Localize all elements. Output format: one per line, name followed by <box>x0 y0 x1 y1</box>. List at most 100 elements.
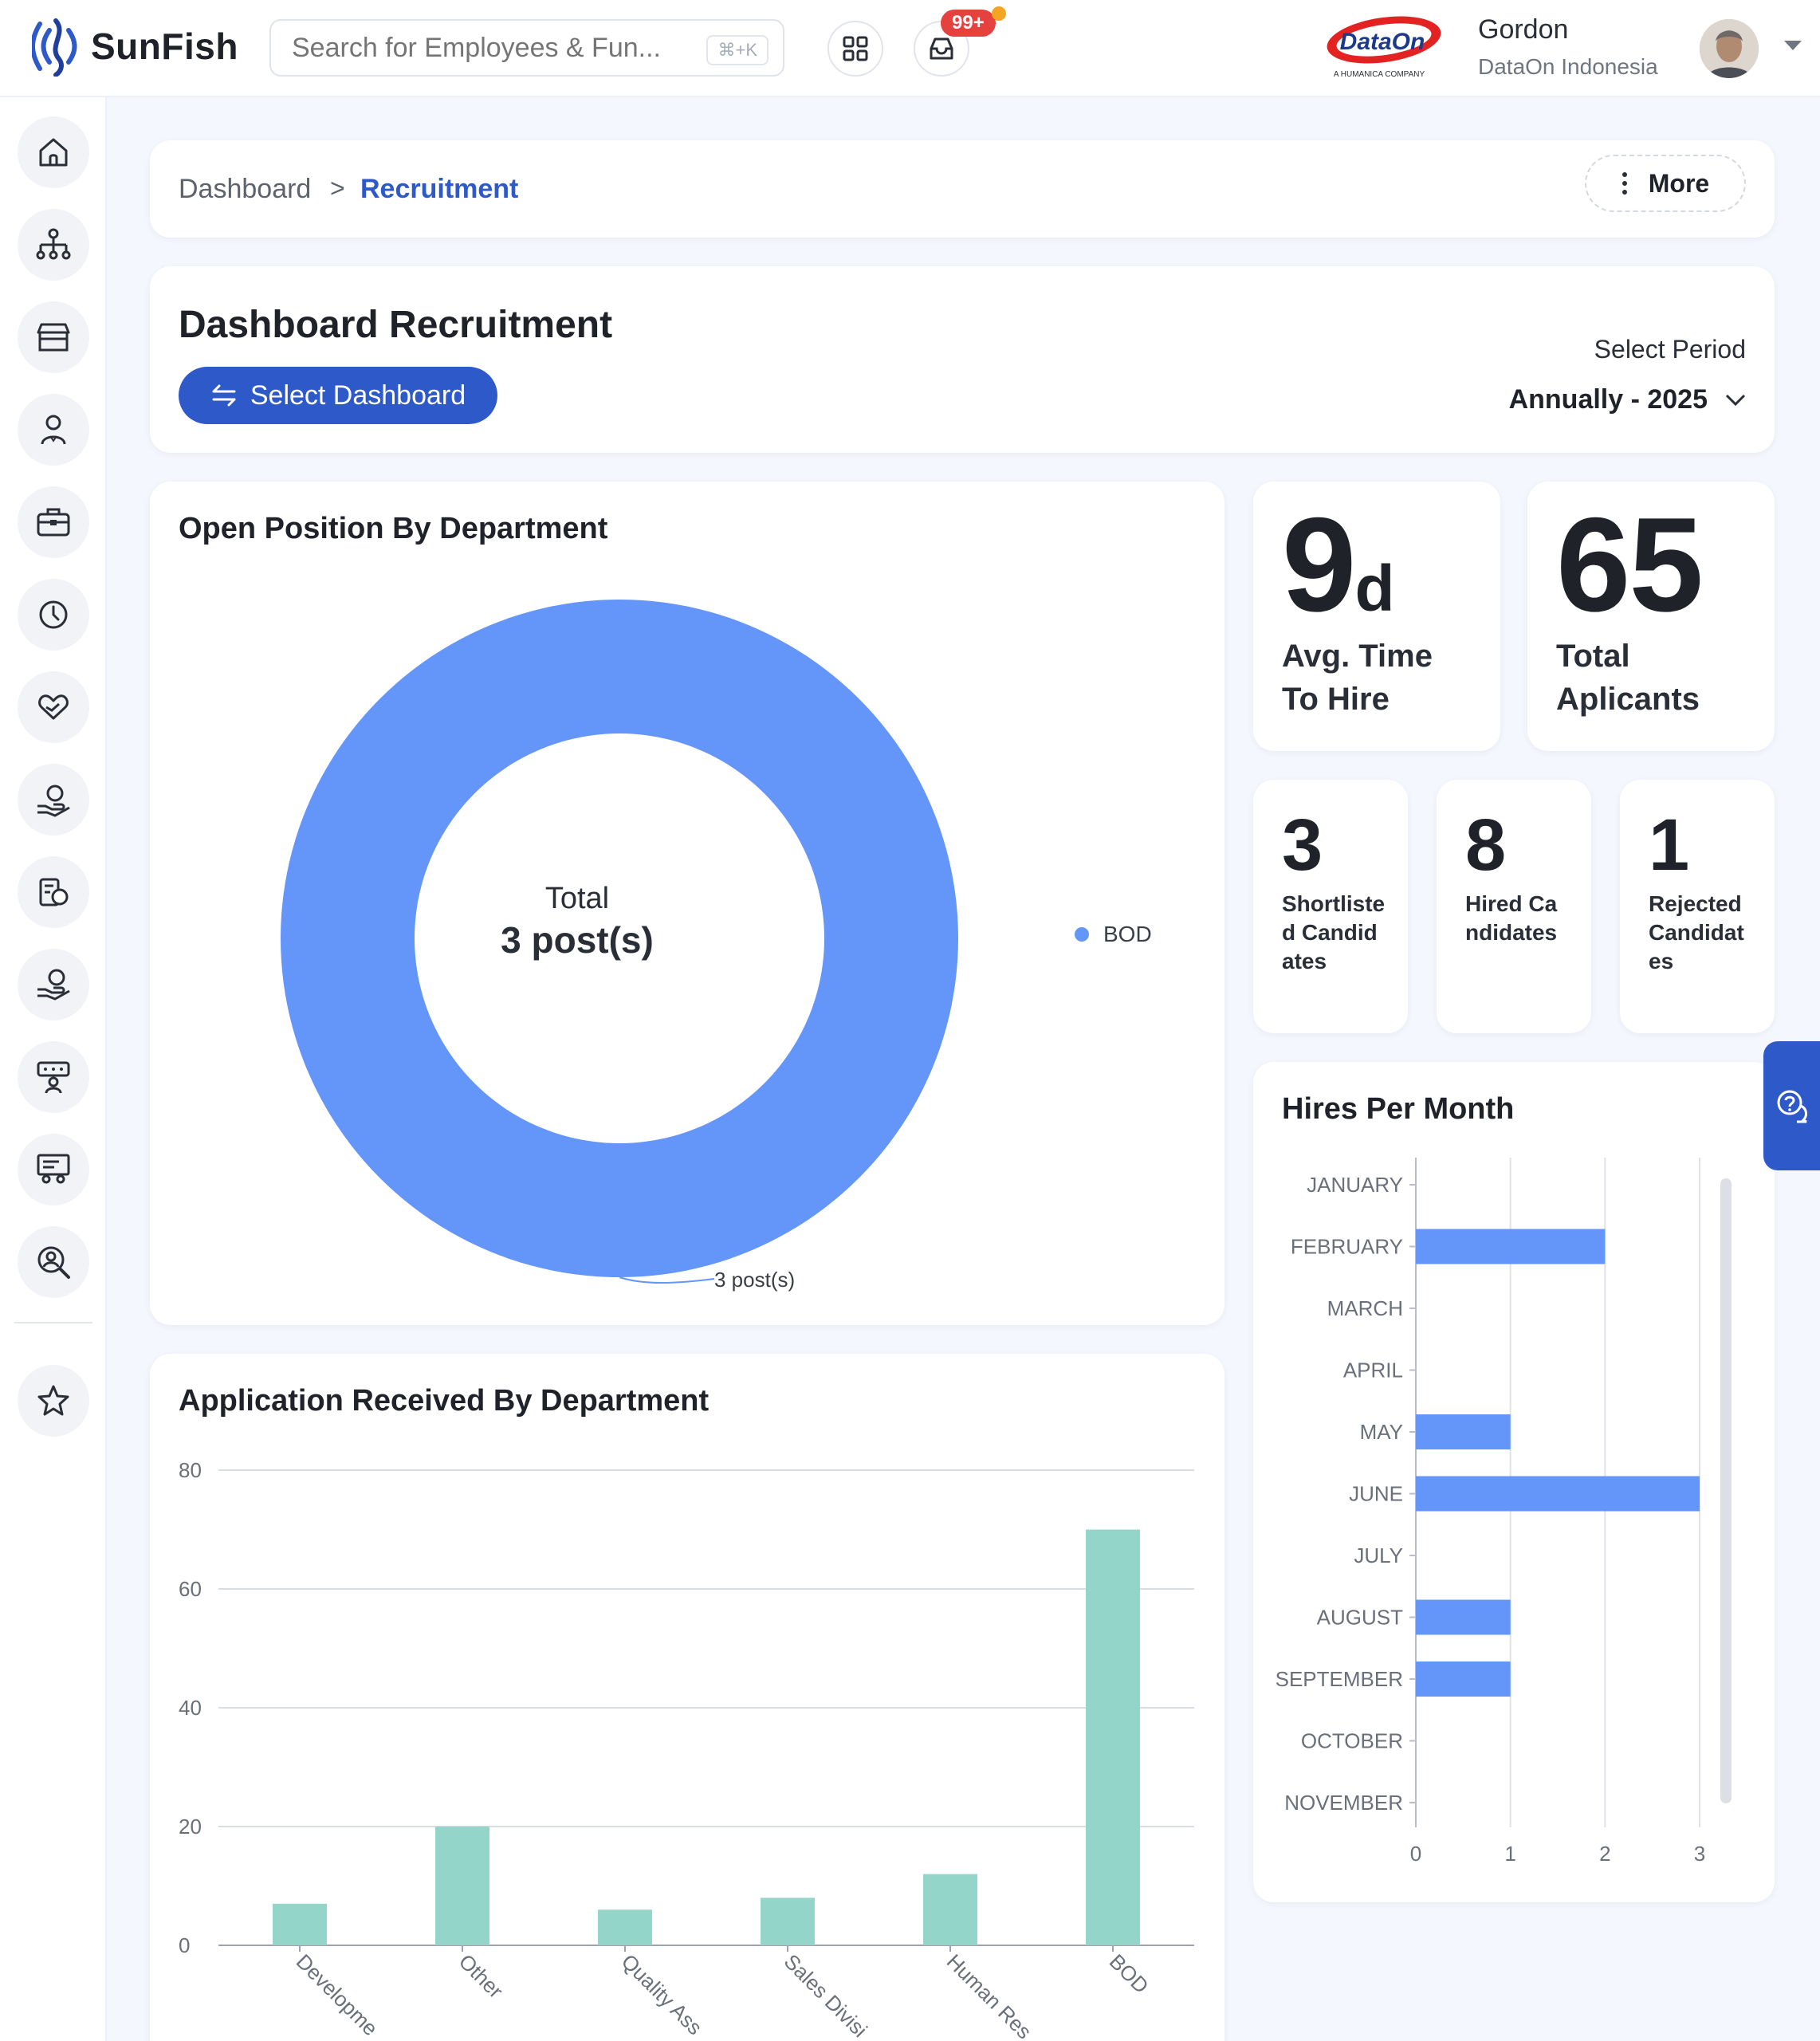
applications-by-department-chart: 0 20 40 60 80 Developme Other Quality Ass Sales … <box>179 1458 1194 2041</box>
hires-scrollbar[interactable] <box>1720 1178 1732 1803</box>
salary-hand-icon <box>37 969 70 1001</box>
sidebar-item-payroll[interactable] <box>18 856 89 928</box>
period-label: Select Period <box>1594 335 1746 364</box>
more-vertical-icon <box>1621 172 1627 195</box>
sidebar <box>0 97 107 2041</box>
org-structure-icon <box>36 228 71 260</box>
open-position-donut-chart: 3 post(s) <box>280 600 958 1292</box>
rejected-card: 1 Rejected Candidates <box>1620 780 1775 1033</box>
sidebar-item-salary[interactable] <box>18 949 89 1020</box>
breadcrumb-dashboard-link[interactable]: Dashboard <box>179 174 312 204</box>
company-logo: DataOn A HUMANICA COMPANY <box>1323 13 1443 81</box>
hired-label: Hired Candidates <box>1465 891 1558 945</box>
more-button[interactable]: More <box>1585 155 1746 212</box>
avg-time-to-hire-card: 9d Avg. Time To Hire <box>1253 482 1500 751</box>
shortlisted-card: 3 Shortlisted Candidates <box>1253 780 1408 1033</box>
help-chat-button[interactable] <box>1763 1041 1820 1170</box>
apps-x-tick-label: Human Res <box>942 1949 1036 2041</box>
sidebar-item-recruitment[interactable] <box>18 1226 89 1298</box>
page-title: Dashboard Recruitment <box>179 304 613 346</box>
sidebar-divider <box>14 1322 92 1323</box>
user-menu-chevron-icon[interactable] <box>1783 38 1803 57</box>
donut-slice-label: 3 post(s) <box>714 1268 795 1292</box>
legend-bod-label: BOD <box>1103 922 1152 946</box>
donut-slice-bod[interactable] <box>280 600 958 1277</box>
sunfish-logo-icon <box>32 18 77 77</box>
apps-bar[interactable] <box>923 1874 977 1945</box>
select-dashboard-button[interactable]: Select Dashboard <box>179 367 497 424</box>
more-label: More <box>1648 168 1710 198</box>
avg-time-label: Avg. Time To Hire <box>1282 639 1433 717</box>
hires-bar[interactable] <box>1416 1229 1606 1264</box>
rejected-value: 1 <box>1649 804 1690 886</box>
apps-bar[interactable] <box>273 1903 327 1945</box>
sidebar-item-store[interactable] <box>18 301 89 373</box>
hires-bar[interactable] <box>1416 1414 1511 1449</box>
breadcrumb: Dashboard > Recruitment More <box>150 140 1775 238</box>
hires-y-tick-label: JANUARY <box>1307 1173 1403 1197</box>
rejected-label: Rejected Candidates <box>1649 891 1744 973</box>
search-shortcut-hint: ⌘+K <box>706 35 768 65</box>
svg-text:DataOn: DataOn <box>1340 29 1425 55</box>
sidebar-item-presentation[interactable] <box>18 1134 89 1205</box>
hires-bar[interactable] <box>1416 1599 1511 1635</box>
apps-y-tick-label: 80 <box>179 1458 202 1482</box>
app-menu-button[interactable] <box>827 21 883 77</box>
applications-title: Application Received By Department <box>179 1384 710 1418</box>
total-applicants-value: 65 <box>1556 490 1704 639</box>
apps-y-tick-label: 0 <box>179 1933 190 1957</box>
donut-legend[interactable]: BOD <box>1075 922 1152 947</box>
employee-icon <box>41 415 66 445</box>
hires-x-tick-label: 0 <box>1410 1842 1421 1866</box>
hires-x-tick-label: 3 <box>1694 1842 1705 1866</box>
apps-bar[interactable] <box>1086 1529 1140 1946</box>
sidebar-item-care[interactable] <box>18 671 89 743</box>
shortlisted-label: Shortlisted Candidates <box>1282 891 1386 973</box>
grid-icon <box>843 36 868 61</box>
sidebar-item-organization[interactable] <box>18 209 89 281</box>
notification-dot <box>992 6 1006 21</box>
store-icon <box>37 323 70 352</box>
shortlisted-value: 3 <box>1282 804 1323 886</box>
brand-logo[interactable]: SunFish <box>32 16 238 77</box>
hires-bar[interactable] <box>1416 1662 1511 1697</box>
hires-y-tick-label: FEBRUARY <box>1291 1235 1403 1259</box>
sidebar-item-benefit[interactable] <box>18 764 89 836</box>
apps-bar[interactable] <box>761 1897 815 1945</box>
sidebar-item-training[interactable] <box>18 1041 89 1113</box>
open-position-title: Open Position By Department <box>179 512 608 545</box>
hires-y-tick-label: OCTOBER <box>1301 1729 1403 1753</box>
period-select[interactable]: Annually - 2025 <box>1509 384 1746 415</box>
avg-time-value: 9d <box>1282 490 1395 639</box>
chevron-down-icon <box>1725 394 1746 406</box>
star-icon <box>37 1385 69 1416</box>
swap-icon <box>212 384 236 407</box>
hires-y-tick-label: NOVEMBER <box>1284 1791 1403 1815</box>
sidebar-item-job[interactable] <box>18 486 89 558</box>
apps-x-tick-label: BOD <box>1105 1949 1154 1998</box>
sidebar-item-home[interactable] <box>18 116 89 188</box>
search-box[interactable]: ⌘+K <box>269 19 784 77</box>
donut-slice-leader-line <box>619 1276 715 1284</box>
donut-center-value: 3 post(s) <box>501 919 654 961</box>
hires-y-tick-label: MARCH <box>1327 1296 1403 1320</box>
donut-center-label: Total <box>544 882 610 915</box>
sidebar-item-favorites[interactable] <box>18 1365 89 1437</box>
payroll-coins-icon <box>39 878 69 906</box>
hires-y-tick-label: MAY <box>1360 1420 1403 1444</box>
benefit-hand-icon <box>37 785 70 817</box>
brand-name: SunFish <box>91 26 238 67</box>
search-input[interactable] <box>292 32 674 64</box>
hires-bar[interactable] <box>1416 1476 1700 1512</box>
user-name: Gordon <box>1478 14 1569 45</box>
breadcrumb-current: Recruitment <box>360 174 519 204</box>
sidebar-item-time[interactable] <box>18 579 89 651</box>
hires-y-tick-label: AUGUST <box>1317 1606 1403 1630</box>
avatar[interactable] <box>1700 19 1759 78</box>
apps-bar[interactable] <box>598 1909 652 1945</box>
apps-bar[interactable] <box>435 1827 489 1945</box>
sidebar-item-employee[interactable] <box>18 394 89 466</box>
briefcase-icon <box>37 508 70 537</box>
period-value: Annually - 2025 <box>1508 384 1708 415</box>
apps-y-tick-label: 40 <box>179 1696 202 1720</box>
